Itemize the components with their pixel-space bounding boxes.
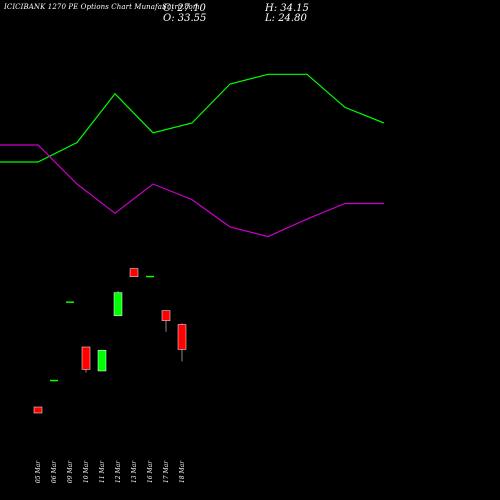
candle-body — [81, 346, 91, 370]
x-tick-label: 13 Mar — [131, 460, 138, 483]
x-tick-label: 11 Mar — [99, 460, 106, 483]
candle-4 — [97, 349, 107, 372]
candle-body — [177, 324, 187, 350]
candle-1 — [50, 379, 58, 382]
candles — [33, 268, 187, 414]
low-value: L: 24.80 — [265, 13, 307, 24]
chart-title: ICICIBANK 1270 PE Options Chart MunafaSu… — [4, 3, 200, 11]
candle-6 — [129, 268, 139, 277]
close-value: C: 27.10 — [163, 3, 206, 14]
x-tick-label: 16 Mar — [147, 460, 154, 483]
candle-8 — [161, 310, 171, 332]
green-line — [0, 73, 385, 163]
magenta-line — [0, 144, 384, 238]
candle-5 — [113, 291, 123, 317]
open-value: O: 33.55 — [163, 13, 207, 24]
candle-body — [97, 349, 107, 372]
candle-body — [33, 406, 43, 414]
indicator-lines — [0, 73, 385, 238]
x-tick-label: 09 Mar — [67, 460, 74, 483]
candle-2 — [66, 301, 74, 303]
candle-body — [146, 275, 154, 278]
candle-body — [161, 310, 171, 321]
candle-body — [50, 379, 58, 382]
x-tick-label: 10 Mar — [83, 460, 90, 483]
candle-body — [113, 292, 123, 317]
candle-body — [66, 301, 74, 303]
candle-7 — [146, 275, 154, 278]
x-tick-label: 12 Mar — [115, 460, 122, 483]
high-value: H: 34.15 — [265, 3, 309, 14]
x-tick-label: 05 Mar — [35, 460, 42, 483]
x-tick-label: 18 Mar — [179, 460, 186, 483]
candle-3 — [81, 346, 91, 373]
x-tick-label: 06 Mar — [51, 460, 58, 483]
candle-body — [129, 268, 139, 277]
x-axis: 05 Mar 06 Mar 09 Mar 10 Mar 11 Mar 12 Mar 13 M… — [35, 460, 186, 483]
candle-9 — [177, 323, 187, 362]
candle-0 — [33, 406, 43, 414]
x-tick-label: 17 Mar — [163, 460, 170, 483]
